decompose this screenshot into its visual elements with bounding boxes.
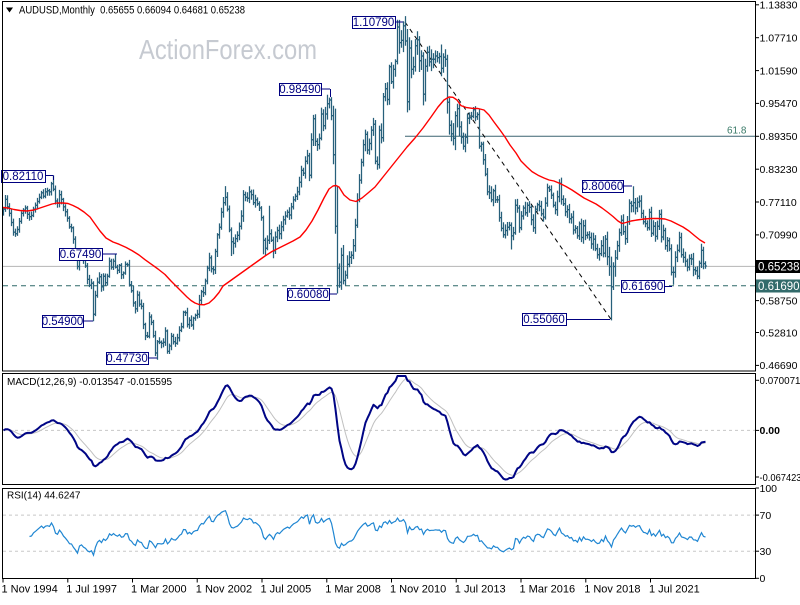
svg-text:30: 30 [760,546,772,558]
svg-text:0.67490: 0.67490 [60,249,102,261]
svg-text:0.55060: 0.55060 [523,314,565,326]
svg-text:1 Nov 2018: 1 Nov 2018 [584,584,640,596]
svg-text:1 Mar 2016: 1 Mar 2016 [520,584,576,596]
svg-text:MACD(12,26,9) -0.013547 -0.015: MACD(12,26,9) -0.013547 -0.015595 [7,377,173,388]
svg-text:0.46690: 0.46690 [760,360,798,372]
svg-text:1.07710: 1.07710 [760,33,798,45]
svg-text:1 Jul 2005: 1 Jul 2005 [261,584,312,596]
svg-text:1.13830: 1.13830 [760,0,798,12]
svg-text:AUDUSD,Monthly 0.65655 0.6609: AUDUSD,Monthly 0.65655 0.66094 0.64681 0… [19,5,245,17]
svg-text:0.00: 0.00 [760,425,781,437]
svg-text:0.070071: 0.070071 [760,375,800,387]
svg-text:1 Nov 1994: 1 Nov 1994 [2,584,58,596]
svg-text:100: 100 [760,483,778,495]
svg-text:0.65238: 0.65238 [758,262,800,274]
svg-text:0.83230: 0.83230 [760,164,798,176]
svg-text:0.95470: 0.95470 [760,98,798,110]
svg-text:70: 70 [760,510,772,522]
svg-text:1 Jul 1997: 1 Jul 1997 [66,584,117,596]
svg-text:RSI(14) 44.6247: RSI(14) 44.6247 [7,491,81,502]
svg-text:0.82110: 0.82110 [3,171,44,183]
svg-text:1 Jul 2013: 1 Jul 2013 [455,584,506,596]
svg-text:0.52810: 0.52810 [760,327,798,339]
svg-text:0.98490: 0.98490 [279,84,321,96]
svg-text:0.61690: 0.61690 [622,281,664,293]
svg-text:0.80060: 0.80060 [582,181,624,193]
svg-text:0.47730: 0.47730 [106,353,148,365]
svg-text:1.01590: 1.01590 [760,65,798,77]
svg-text:0.60080: 0.60080 [287,289,329,301]
svg-text:0.58750: 0.58750 [760,295,798,307]
svg-text:0: 0 [760,573,766,585]
svg-text:61.8: 61.8 [727,126,747,137]
svg-text:0.61690: 0.61690 [758,281,800,293]
svg-text:0.70990: 0.70990 [760,230,798,242]
svg-text:1 Mar 2008: 1 Mar 2008 [325,584,381,596]
svg-text:1 Nov 2002: 1 Nov 2002 [196,584,252,596]
svg-text:0.54900: 0.54900 [42,316,84,328]
svg-text:1 Mar 2000: 1 Mar 2000 [131,584,187,596]
svg-text:0.89350: 0.89350 [760,131,798,143]
svg-text:0.77110: 0.77110 [760,197,797,209]
svg-text:1 Nov 2010: 1 Nov 2010 [390,584,446,596]
svg-text:1.10790: 1.10790 [353,17,395,29]
svg-text:ActionForex.com: ActionForex.com [139,34,317,65]
svg-text:1 Jul 2021: 1 Jul 2021 [649,584,700,596]
